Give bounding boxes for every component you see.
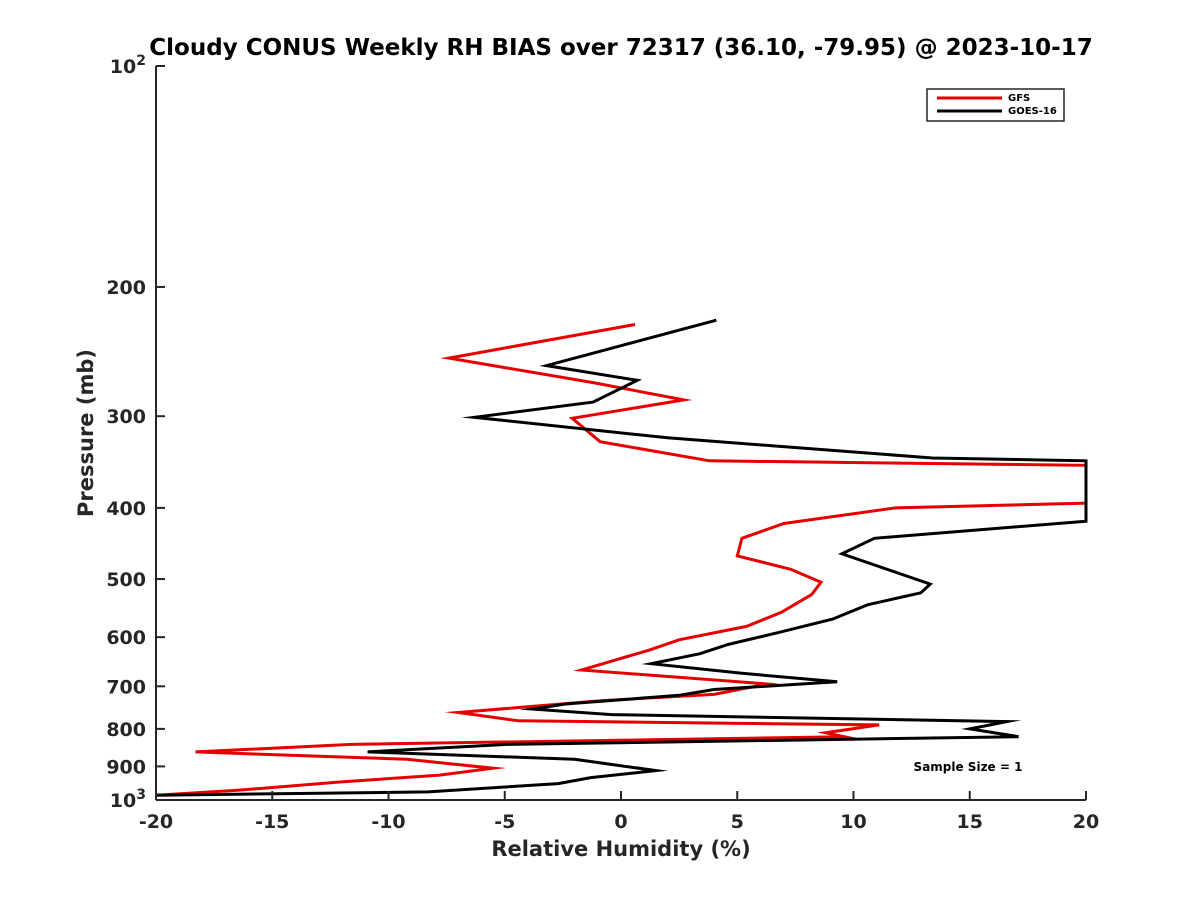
series-layer (155, 318, 1088, 797)
y-tick-label: 500 (106, 569, 146, 591)
legend: GFS GOES-16 (926, 88, 1065, 122)
x-tick-label: -10 (371, 811, 405, 833)
y-axis-label: Pressure (mb) (74, 349, 98, 517)
x-tick-label: -20 (139, 811, 173, 833)
x-tick-label: 15 (957, 811, 983, 833)
x-tick-label: 10 (840, 811, 866, 833)
x-tick-labels: -20 -15 -10 -5 0 5 10 15 20 (139, 811, 1099, 833)
y-tick-labels: 102 200 300 400 500 600 700 800 900 103 (106, 53, 146, 812)
axes-layer (155, 65, 1087, 801)
legend-label-goes16: GOES-16 (1008, 106, 1057, 117)
x-tick-label: -15 (255, 811, 289, 833)
y-tick-label: 200 (106, 277, 146, 299)
x-tick-label: -5 (494, 811, 515, 833)
y-tick-label: 700 (106, 676, 146, 698)
y-tick-label: 300 (106, 406, 146, 428)
legend-box (926, 88, 1065, 122)
series-line-goes16 (155, 318, 1088, 797)
y-tick-label: 900 (106, 756, 146, 778)
x-tick-label: 5 (731, 811, 744, 833)
legend-label-gfs: GFS (1008, 93, 1030, 104)
y-tick-label: 600 (106, 627, 146, 649)
x-tick-label: 20 (1073, 811, 1099, 833)
y-tick-label: 400 (106, 498, 146, 520)
y-tick-label: 102 (110, 53, 146, 78)
chart-title: Cloudy CONUS Weekly RH BIAS over 72317 (… (149, 35, 1092, 61)
sample-size-annotation: Sample Size = 1 (914, 760, 1023, 774)
x-axis-label: Relative Humidity (%) (491, 837, 750, 861)
y-tick-label: 103 (110, 787, 146, 812)
y-tick-label: 800 (106, 719, 146, 741)
series-line-gfs (155, 323, 1088, 797)
x-tick-label: 0 (614, 811, 627, 833)
